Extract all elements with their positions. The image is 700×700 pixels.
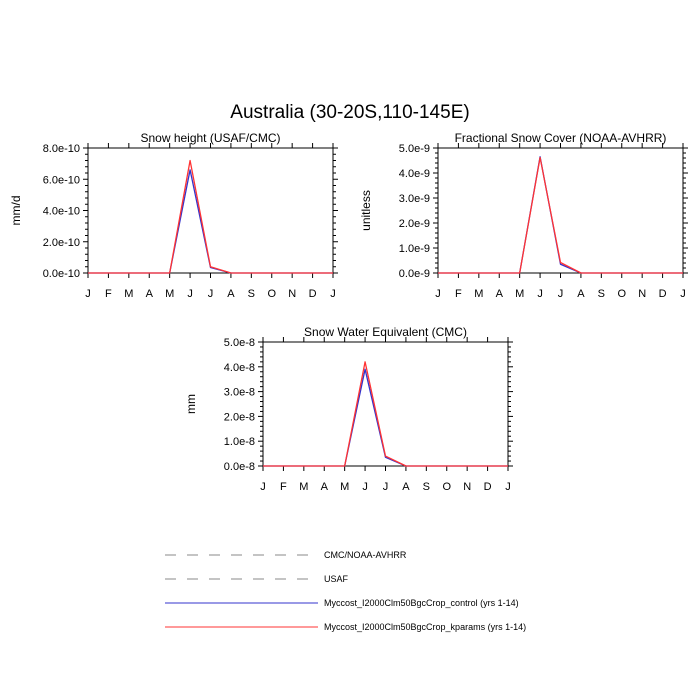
legend-label-3: Myccost_I2000Clm50BgcCrop_control (yrs 1…: [324, 598, 519, 608]
x-tick-label: J: [85, 288, 91, 300]
legend: CMC/NOAA-AVHRR USAF Myccost_I2000Clm50BgcC…: [165, 550, 526, 632]
series-line-kparams: [88, 159, 333, 274]
x-tick-label: A: [227, 288, 235, 300]
x-tick-label: A: [402, 481, 410, 493]
x-tick-label: D: [659, 288, 667, 300]
legend-label-2: USAF: [324, 574, 349, 584]
chart-panel-2: Fractional Snow Cover (NOAA-AVHRR)J F M A M J…: [359, 131, 688, 300]
plots-group: Snow height (USAF/CMC)J F M A M J J A S O N D J0.0e-…: [9, 131, 688, 493]
x-tick-label: J: [558, 288, 564, 300]
x-tick-label: D: [484, 481, 492, 493]
x-tick-label: J: [260, 481, 266, 493]
x-tick-label: F: [455, 288, 462, 300]
x-tick-label: O: [267, 288, 276, 300]
series-line-control: [438, 156, 683, 274]
chart-title: Snow height (USAF/CMC): [140, 131, 280, 145]
y-tick-label: 6.0e-10: [43, 174, 80, 186]
x-tick-label: J: [208, 288, 214, 300]
series-line-kparams: [438, 156, 683, 274]
series-line-control: [88, 169, 333, 274]
y-axis-label: unitless: [359, 190, 373, 231]
x-tick-label: D: [309, 288, 317, 300]
x-tick-label: J: [330, 288, 336, 300]
x-tick-label: M: [124, 288, 133, 300]
plot-frame: [87, 147, 334, 274]
series-line-control: [263, 368, 508, 467]
x-tick-label: N: [638, 288, 646, 300]
chart-title: Snow Water Equivalent (CMC): [304, 325, 467, 339]
y-tick-label: 2.0e-8: [224, 411, 255, 423]
y-tick-label: 4.0e-8: [224, 362, 255, 374]
y-tick-label: 3.0e-9: [399, 193, 430, 205]
x-tick-label: J: [383, 481, 389, 493]
series-line-kparams: [263, 361, 508, 467]
x-tick-label: J: [505, 481, 511, 493]
y-tick-label: 1.0e-8: [224, 436, 255, 448]
y-tick-label: 8.0e-10: [43, 143, 80, 155]
y-tick-label: 4.0e-9: [399, 168, 430, 180]
plot-frame: [437, 147, 684, 274]
x-tick-label: A: [496, 288, 504, 300]
x-tick-label: O: [617, 288, 626, 300]
chart-title: Fractional Snow Cover (NOAA-AVHRR): [455, 131, 667, 145]
y-tick-label: 0.0e-8: [224, 461, 255, 473]
x-tick-label: J: [362, 481, 368, 493]
x-tick-label: M: [165, 288, 174, 300]
x-tick-label: A: [321, 481, 329, 493]
x-tick-label: J: [537, 288, 543, 300]
y-tick-label: 5.0e-8: [224, 337, 255, 349]
x-tick-label: N: [288, 288, 296, 300]
y-axis-label: mm/d: [9, 196, 23, 226]
legend-label-1: CMC/NOAA-AVHRR: [324, 550, 407, 560]
y-tick-label: 3.0e-8: [224, 387, 255, 399]
x-tick-label: N: [463, 481, 471, 493]
x-tick-label: S: [423, 481, 430, 493]
y-tick-label: 2.0e-10: [43, 237, 80, 249]
y-tick-label: 0.0e-10: [43, 268, 80, 280]
x-tick-label: F: [105, 288, 112, 300]
x-tick-label: J: [187, 288, 193, 300]
x-tick-label: O: [442, 481, 451, 493]
x-tick-label: A: [577, 288, 585, 300]
x-tick-label: F: [280, 481, 287, 493]
x-tick-label: M: [299, 481, 308, 493]
x-tick-label: S: [598, 288, 605, 300]
x-tick-label: A: [146, 288, 154, 300]
figure-title: Australia (30-20S,110-145E): [230, 102, 469, 123]
x-tick-label: J: [680, 288, 686, 300]
x-tick-label: M: [515, 288, 524, 300]
x-tick-label: J: [435, 288, 441, 300]
y-tick-label: 5.0e-9: [399, 143, 430, 155]
y-axis-label: mm: [184, 394, 198, 414]
legend-label-4: Myccost_I2000Clm50BgcCrop_kparams (yrs 1…: [324, 622, 526, 632]
y-tick-label: 1.0e-9: [399, 243, 430, 255]
x-tick-label: M: [474, 288, 483, 300]
chart-panel-1: Snow height (USAF/CMC)J F M A M J J A S O N D J0.0e-…: [9, 131, 338, 300]
x-tick-label: M: [340, 481, 349, 493]
x-tick-label: S: [248, 288, 255, 300]
y-tick-label: 2.0e-9: [399, 218, 430, 230]
y-tick-label: 0.0e-9: [399, 268, 430, 280]
plot-frame: [262, 341, 509, 467]
y-tick-label: 4.0e-10: [43, 206, 80, 218]
chart-panel-3: Snow Water Equivalent (CMC)J F M A M J J A S O N D J…: [184, 325, 513, 493]
